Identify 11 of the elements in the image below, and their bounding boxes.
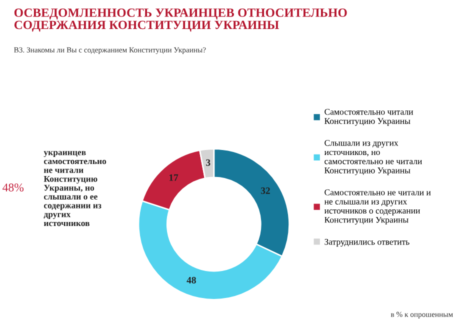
data-label: 17 xyxy=(169,174,178,181)
legend-label: Слышали из других источников, но самостоятельно не читали Конституцию Украины xyxy=(324,140,422,176)
legend-label: Самостоятельно читали Конституцию Украины xyxy=(324,108,414,126)
data-label: 48 xyxy=(186,276,196,284)
text: 48% xyxy=(2,183,24,192)
chart-title: ОСВЕДОМЛЕННОСТЬ УКРАИНЦЕВ ОТНОСИТЕЛЬНО СОДЕРЖАНИЯ КОНСТИТУЦИИ УКРАИНЫ xyxy=(14,8,347,32)
legend-label: Затруднились ответить xyxy=(324,238,410,247)
data-label: 32 xyxy=(260,187,270,194)
text: украинцев самостоятельно не читали Конституцию Украины, но слышали о ее содержании из других источников xyxy=(44,151,106,226)
data-label: 3 xyxy=(206,159,210,166)
legend-label: Самостоятельно не читали и не слышали из других источников о содержании Конституции Украины xyxy=(324,189,431,225)
